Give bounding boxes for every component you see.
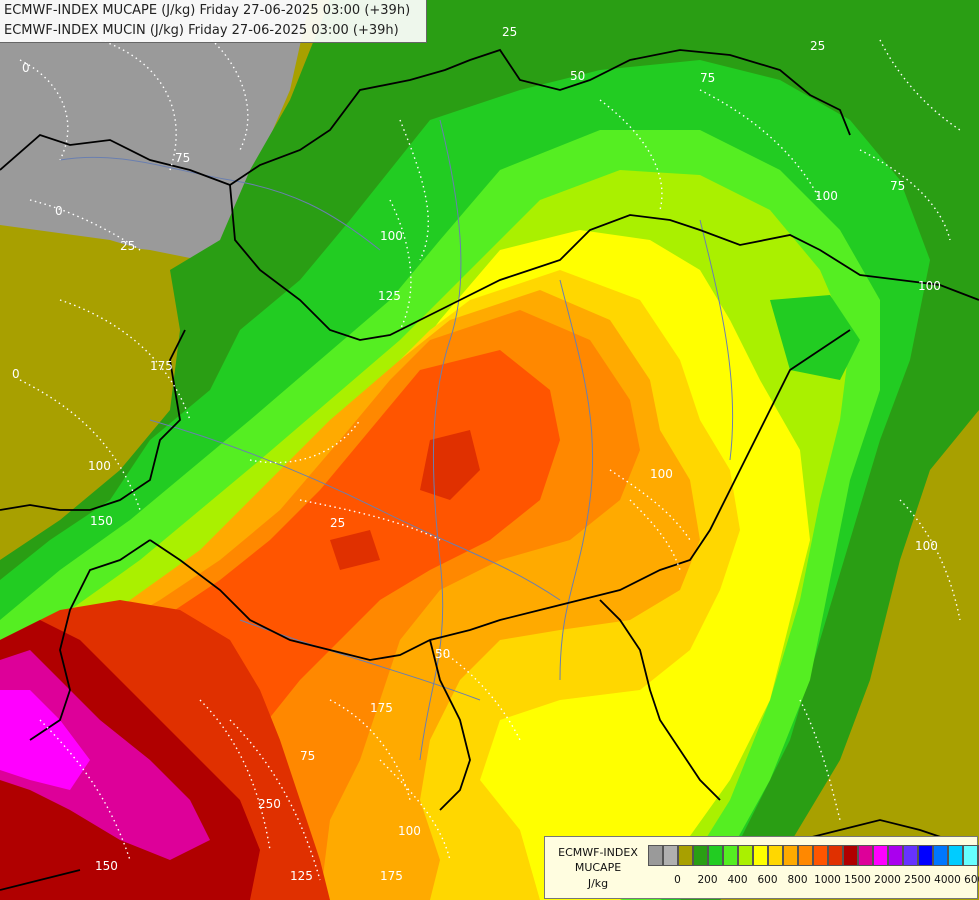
- contour-label: 100: [398, 824, 421, 838]
- mucin-contours: [19, 29, 961, 881]
- contour-label: 0: [22, 61, 30, 75]
- region-red-core2: [330, 530, 380, 570]
- legend-swatch: [798, 845, 813, 866]
- contour-label: 175: [370, 701, 393, 715]
- contour-label: 100: [915, 539, 938, 553]
- contour-label: 100: [918, 279, 941, 293]
- contour-label: 150: [95, 859, 118, 873]
- legend-title-parameter: MUCAPE: [574, 861, 622, 874]
- legend-swatch: [858, 845, 873, 866]
- title-line-mucin: ECMWF-INDEX MUCIN (J/kg) Friday 27-06-20…: [4, 23, 399, 38]
- legend-title-unit: J/kg: [587, 877, 609, 890]
- legend-swatch: [963, 845, 978, 866]
- region-magenta-dark: [0, 650, 210, 860]
- legend-tick: 2500: [904, 874, 931, 886]
- contour-labels: 0 0 0 75 25 100 125 175 100 150 25 50 25…: [12, 25, 941, 883]
- title-line-mucape: ECMWF-INDEX MUCAPE (J/kg) Friday 27-06-2…: [4, 3, 411, 18]
- contour-label: 25: [120, 239, 135, 253]
- contour-label: 75: [300, 749, 315, 763]
- legend-swatch: [888, 845, 903, 866]
- legend-swatch: [708, 845, 723, 866]
- legend-tick: 1000: [814, 874, 841, 886]
- legend-title-source: ECMWF-INDEX: [558, 846, 638, 859]
- contour-label: 150: [90, 514, 113, 528]
- legend-tick: 0: [674, 874, 681, 886]
- legend-swatch: [828, 845, 843, 866]
- contour-label: 100: [815, 189, 838, 203]
- legend-swatch: [678, 845, 693, 866]
- contour-label: 100: [650, 467, 673, 481]
- legend-swatch: [933, 845, 948, 866]
- contour-label: 75: [175, 151, 190, 165]
- legend-tick: 4000: [934, 874, 961, 886]
- rivers: [59, 119, 734, 761]
- contour-label: 0: [12, 367, 20, 381]
- contour-label: 125: [290, 869, 313, 883]
- contour-label: 175: [380, 869, 403, 883]
- legend-swatch: [648, 845, 663, 866]
- contour-label: 50: [435, 647, 450, 661]
- legend-swatch: [813, 845, 828, 866]
- legend-swatch: [723, 845, 738, 866]
- contour-label: 25: [330, 516, 345, 530]
- title-box: ECMWF-INDEX MUCAPE (J/kg) Friday 27-06-2…: [0, 0, 427, 43]
- contour-label: 75: [700, 71, 715, 85]
- legend-tick: 600: [757, 874, 778, 886]
- contour-label: 50: [570, 69, 585, 83]
- legend-swatch: [873, 845, 888, 866]
- contour-label: 175: [150, 359, 173, 373]
- contour-label: 75: [890, 179, 905, 193]
- legend-swatch: [918, 845, 933, 866]
- legend-tick: 800: [787, 874, 808, 886]
- legend: ECMWF-INDEX MUCAPE J/kg 0 200 400 600 800 100…: [544, 836, 979, 899]
- legend-tick: 2000: [874, 874, 901, 886]
- legend-swatch: [783, 845, 798, 866]
- legend-tick: 1500: [844, 874, 871, 886]
- contour-label: 0: [55, 204, 63, 218]
- contour-label: 100: [380, 229, 403, 243]
- legend-swatch: [663, 845, 678, 866]
- legend-tick: 200: [697, 874, 718, 886]
- legend-swatch: [768, 845, 783, 866]
- legend-tick: 6000: [964, 874, 979, 886]
- legend-tick: 400: [727, 874, 748, 886]
- contour-label: 250: [258, 797, 281, 811]
- region-magenta: [0, 690, 90, 790]
- legend-swatch: [903, 845, 918, 866]
- contour-label: 25: [810, 39, 825, 53]
- contour-label: 100: [88, 459, 111, 473]
- legend-swatch: [753, 845, 768, 866]
- region-red-core: [420, 430, 480, 500]
- legend-swatch: [843, 845, 858, 866]
- legend-swatch: [738, 845, 753, 866]
- legend-swatch: [948, 845, 963, 866]
- contour-label: 25: [502, 25, 517, 39]
- legend-swatch: [693, 845, 708, 866]
- country-borders: [0, 48, 979, 891]
- region-green-pocket2: [770, 295, 860, 380]
- contour-label: 125: [378, 289, 401, 303]
